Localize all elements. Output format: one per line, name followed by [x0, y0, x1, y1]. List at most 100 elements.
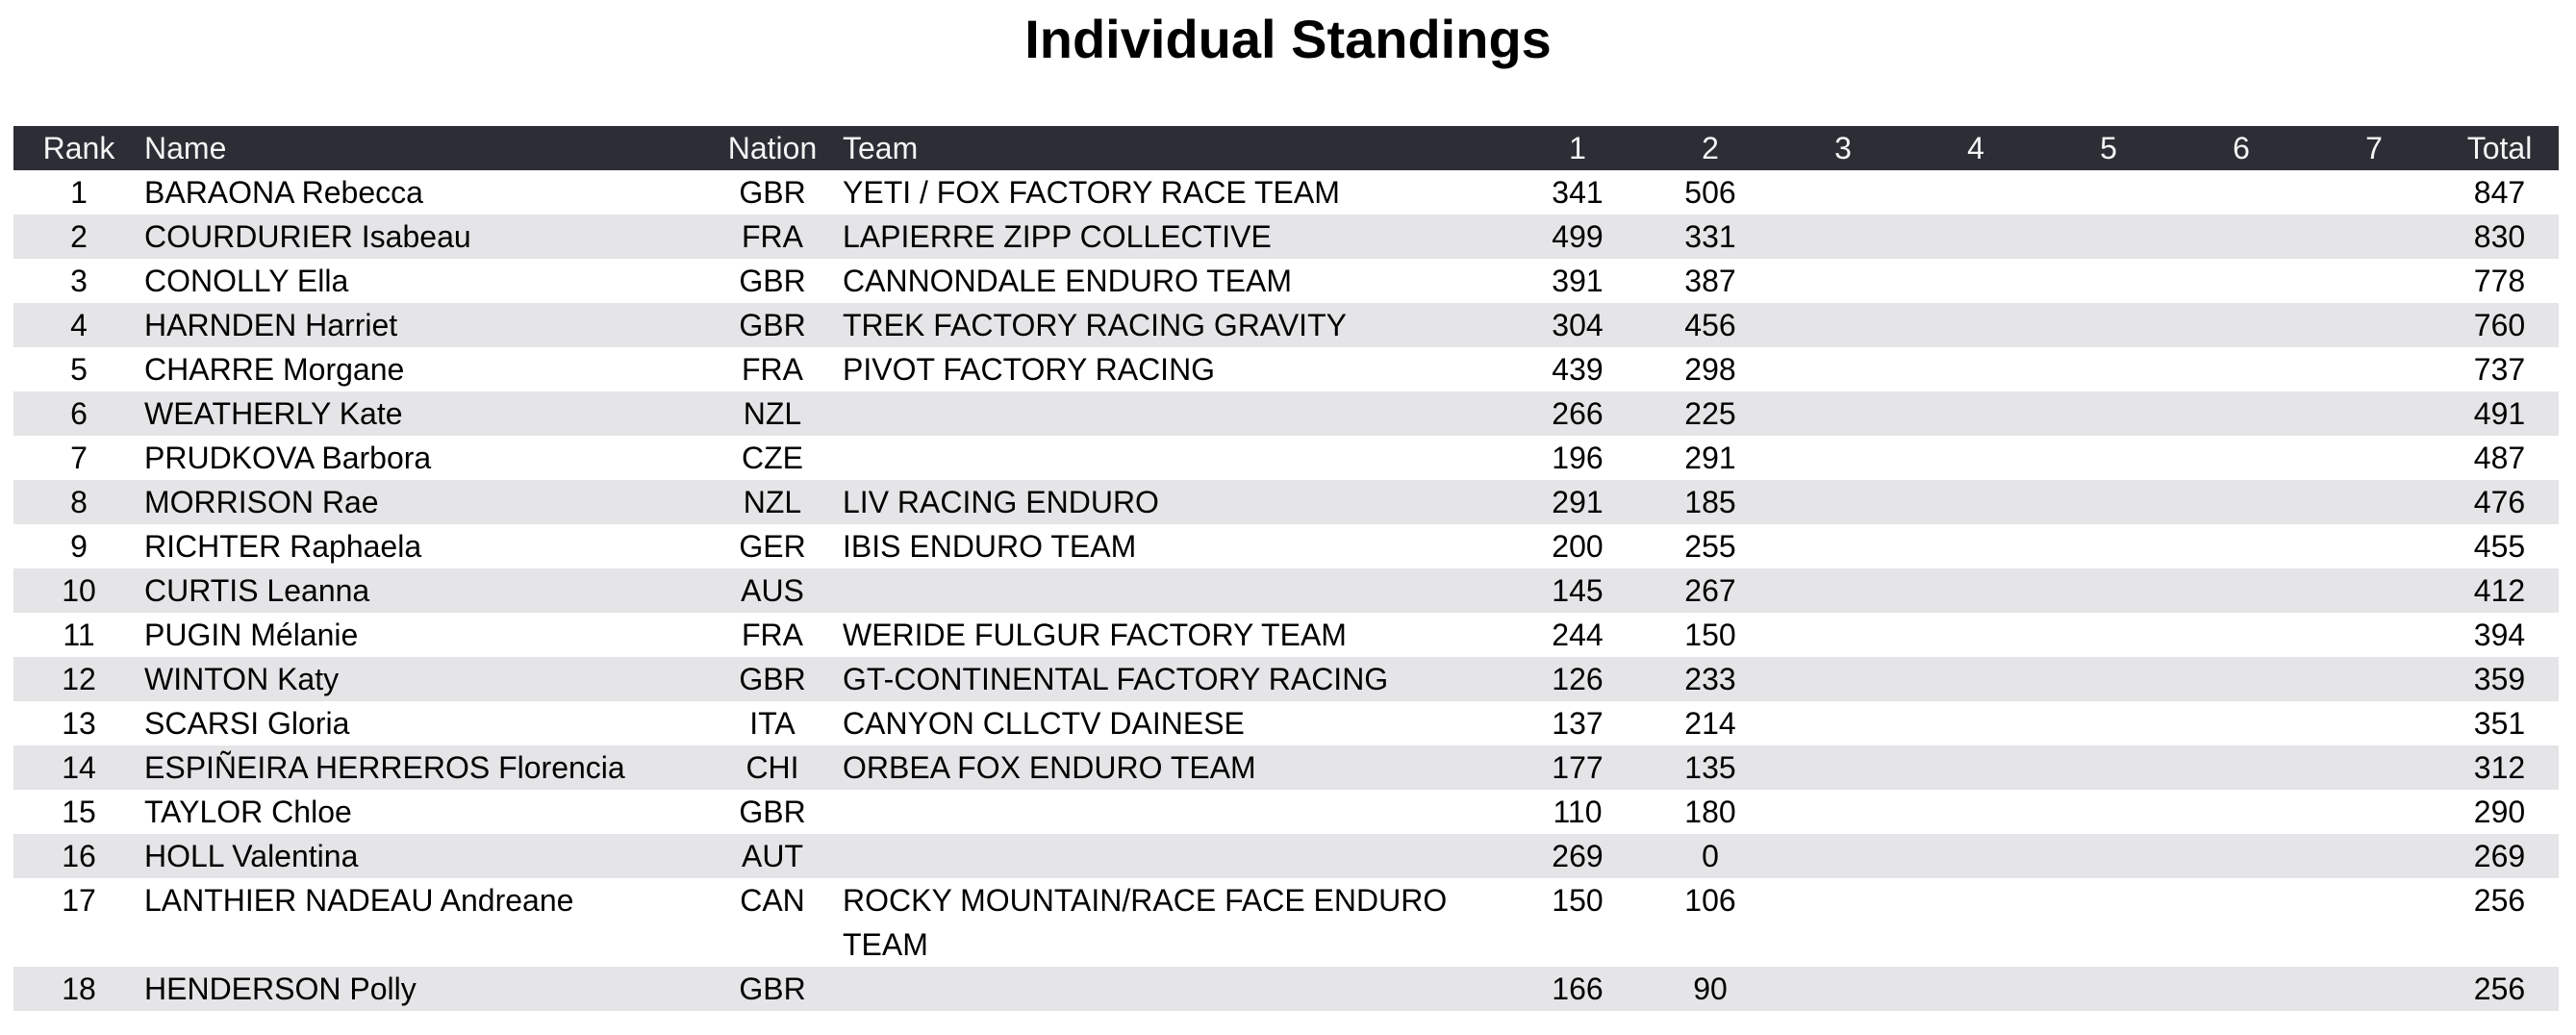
round-1-cell: 126 — [1552, 662, 1604, 696]
round-3-cell — [1777, 391, 1909, 436]
round-5-cell — [2042, 568, 2175, 613]
round-1-cell: 137 — [1552, 706, 1604, 741]
total-cell: 476 — [2473, 485, 2526, 519]
header-cell-round-5: 5 — [2100, 131, 2117, 165]
team-cell: CANYON CLLCTV DAINESE — [843, 706, 1245, 741]
header-cell-round-2: 2 — [1702, 131, 1719, 165]
name-cell: HARNDEN Harriet — [144, 308, 398, 342]
rank-cell: 10 — [62, 573, 96, 608]
round-5-cell — [2042, 391, 2175, 436]
name-cell: SCARSI Gloria — [144, 706, 350, 741]
team-cell — [828, 436, 1511, 480]
table-row: 18 HENDERSON Polly GBR 166 90 256 — [13, 967, 2559, 1011]
round-6-cell — [2175, 834, 2308, 878]
total-cell: 830 — [2473, 219, 2526, 254]
round-7-cell — [2308, 436, 2440, 480]
round-7-cell — [2308, 347, 2440, 391]
round-6-cell — [2175, 391, 2308, 436]
round-7-cell — [2308, 391, 2440, 436]
round-5-cell — [2042, 878, 2175, 967]
team-cell: ROCKY MOUNTAIN/RACE FACE ENDURO TEAM — [843, 883, 1448, 962]
name-cell: MORRISON Rae — [144, 485, 379, 519]
round-7-cell — [2308, 303, 2440, 347]
header-cell-team: Team — [843, 131, 919, 165]
round-3-cell — [1777, 745, 1909, 790]
round-4-cell — [1909, 436, 2042, 480]
nation-cell: FRA — [742, 219, 803, 254]
total-cell: 312 — [2473, 750, 2526, 785]
round-1-cell: 145 — [1552, 573, 1604, 608]
round-2-cell: 291 — [1684, 441, 1736, 475]
rank-cell: 6 — [70, 396, 88, 431]
total-cell: 290 — [2473, 795, 2526, 829]
round-6-cell — [2175, 745, 2308, 790]
team-cell: PIVOT FACTORY RACING — [843, 352, 1216, 387]
total-cell: 847 — [2473, 175, 2526, 210]
round-4-cell — [1909, 834, 2042, 878]
rank-cell: 18 — [62, 972, 96, 1006]
nation-cell: CZE — [742, 441, 803, 475]
name-cell: ESPIÑEIRA HERREROS Florencia — [144, 750, 625, 785]
round-4-cell — [1909, 480, 2042, 524]
round-4-cell — [1909, 657, 2042, 701]
round-6-cell — [2175, 436, 2308, 480]
table-row: 7 PRUDKOVA Barbora CZE 196 291 487 — [13, 436, 2559, 480]
name-cell: RICHTER Raphaela — [144, 529, 422, 564]
team-cell: ORBEA FOX ENDURO TEAM — [843, 750, 1256, 785]
round-5-cell — [2042, 170, 2175, 215]
round-1-cell: 177 — [1552, 750, 1604, 785]
round-7-cell — [2308, 568, 2440, 613]
team-cell: TREK FACTORY RACING GRAVITY — [843, 308, 1347, 342]
name-cell: BARAONA Rebecca — [144, 175, 423, 210]
table-row: 13 SCARSI Gloria ITA CANYON CLLCTV DAINESE 1… — [13, 701, 2559, 745]
team-cell: LAPIERRE ZIPP COLLECTIVE — [843, 219, 1272, 254]
team-cell — [828, 391, 1511, 436]
round-6-cell — [2175, 568, 2308, 613]
round-3-cell — [1777, 524, 1909, 568]
round-3-cell — [1777, 613, 1909, 657]
team-cell: IBIS ENDURO TEAM — [843, 529, 1137, 564]
round-5-cell — [2042, 790, 2175, 834]
team-cell: YETI / FOX FACTORY RACE TEAM — [843, 175, 1340, 210]
round-4-cell — [1909, 170, 2042, 215]
round-6-cell — [2175, 790, 2308, 834]
rank-cell: 4 — [70, 308, 88, 342]
round-7-cell — [2308, 524, 2440, 568]
round-2-cell: 90 — [1693, 972, 1728, 1006]
rank-cell: 2 — [70, 219, 88, 254]
round-3-cell — [1777, 878, 1909, 967]
total-cell: 760 — [2473, 308, 2526, 342]
name-cell: CHARRE Morgane — [144, 352, 405, 387]
rank-cell: 17 — [62, 883, 96, 918]
round-2-cell: 0 — [1702, 839, 1719, 873]
nation-cell: GBR — [739, 795, 806, 829]
table-row: 11 PUGIN Mélanie FRA WERIDE FULGUR FACTORY … — [13, 613, 2559, 657]
nation-cell: GBR — [739, 175, 806, 210]
round-3-cell — [1777, 347, 1909, 391]
page-title: Individual Standings — [1024, 9, 1552, 69]
header-cell-round-7: 7 — [2365, 131, 2383, 165]
round-1-cell: 110 — [1553, 795, 1603, 829]
team-cell — [828, 967, 1511, 1011]
round-2-cell: 267 — [1684, 573, 1736, 608]
total-cell: 394 — [2473, 618, 2526, 652]
rank-cell: 9 — [70, 529, 88, 564]
round-2-cell: 150 — [1684, 618, 1736, 652]
round-4-cell — [1909, 613, 2042, 657]
round-7-cell — [2308, 215, 2440, 259]
name-cell: WINTON Katy — [144, 662, 340, 696]
nation-cell: AUS — [741, 573, 804, 608]
header-cell-nation: Nation — [727, 131, 818, 165]
nation-cell: CAN — [740, 883, 805, 918]
team-cell — [828, 834, 1511, 878]
round-4-cell — [1909, 878, 2042, 967]
nation-cell: NZL — [743, 485, 802, 519]
round-6-cell — [2175, 303, 2308, 347]
header-cell-round-3: 3 — [1834, 131, 1852, 165]
round-7-cell — [2308, 834, 2440, 878]
table-row: 5 CHARRE Morgane FRA PIVOT FACTORY RACING 43… — [13, 347, 2559, 391]
table-row: 17 LANTHIER NADEAU Andreane CAN ROCKY MOUNT… — [13, 878, 2559, 967]
round-5-cell — [2042, 480, 2175, 524]
round-2-cell: 106 — [1684, 883, 1736, 918]
nation-cell: GBR — [739, 264, 806, 298]
